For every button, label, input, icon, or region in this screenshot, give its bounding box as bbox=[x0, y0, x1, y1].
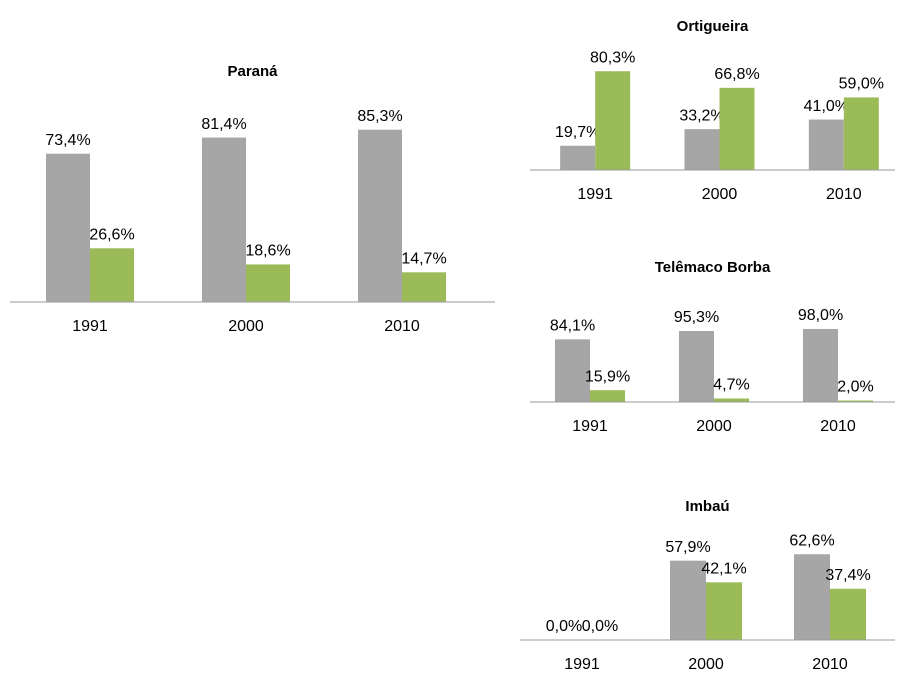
value-label: 42,1% bbox=[701, 561, 746, 578]
x-tick-label: 2010 bbox=[812, 656, 848, 673]
bar bbox=[714, 398, 749, 402]
x-tick-label: 2000 bbox=[228, 318, 264, 335]
x-tick-label: 2000 bbox=[696, 418, 732, 435]
value-label: 84,1% bbox=[550, 318, 595, 335]
bar bbox=[595, 71, 631, 170]
value-label: 4,7% bbox=[713, 377, 749, 394]
value-label: 0,0% bbox=[546, 618, 582, 635]
value-label: 19,7% bbox=[555, 124, 600, 141]
bar bbox=[590, 390, 625, 402]
value-label: 95,3% bbox=[674, 309, 719, 326]
bar bbox=[684, 129, 720, 170]
bar bbox=[843, 97, 879, 170]
value-label: 26,6% bbox=[89, 226, 134, 243]
value-label: 41,0% bbox=[804, 98, 849, 115]
x-tick-label: 1991 bbox=[564, 656, 600, 673]
value-label: 2,0% bbox=[837, 379, 873, 396]
bar bbox=[838, 400, 873, 402]
bar bbox=[670, 560, 706, 640]
bar bbox=[202, 137, 246, 302]
bar bbox=[90, 248, 134, 302]
bar bbox=[555, 339, 590, 402]
bar bbox=[803, 328, 838, 402]
value-label: 15,9% bbox=[585, 368, 630, 385]
x-tick-label: 1991 bbox=[572, 418, 608, 435]
value-label: 18,6% bbox=[245, 243, 290, 260]
value-label: 66,8% bbox=[714, 66, 759, 83]
value-label: 33,2% bbox=[679, 107, 724, 124]
bar bbox=[560, 145, 596, 170]
bar bbox=[830, 588, 866, 640]
x-tick-label: 1991 bbox=[577, 186, 613, 203]
x-tick-label: 2000 bbox=[688, 656, 724, 673]
value-label: 81,4% bbox=[201, 116, 246, 133]
bar bbox=[794, 554, 830, 640]
chart-title: Ortigueira bbox=[677, 18, 749, 35]
value-label: 62,6% bbox=[789, 532, 834, 549]
value-label: 57,9% bbox=[665, 539, 710, 556]
bar bbox=[46, 153, 90, 302]
value-label: 14,7% bbox=[401, 251, 446, 268]
value-label: 0,0% bbox=[582, 618, 618, 635]
bar bbox=[706, 582, 742, 640]
x-tick-label: 2000 bbox=[702, 186, 738, 203]
value-label: 98,0% bbox=[798, 307, 843, 324]
value-label: 85,3% bbox=[357, 108, 402, 125]
chart-title: Paraná bbox=[227, 63, 278, 80]
bar bbox=[402, 272, 446, 302]
bar bbox=[719, 87, 755, 170]
chart-title: Telêmaco Borba bbox=[655, 259, 771, 276]
bar bbox=[246, 264, 290, 302]
bar bbox=[679, 331, 714, 402]
x-tick-label: 2010 bbox=[820, 418, 856, 435]
bar bbox=[358, 129, 402, 302]
value-label: 59,0% bbox=[839, 76, 884, 93]
x-tick-label: 1991 bbox=[72, 318, 108, 335]
value-label: 37,4% bbox=[825, 567, 870, 584]
value-label: 80,3% bbox=[590, 49, 635, 66]
value-label: 73,4% bbox=[45, 132, 90, 149]
chart-title: Imbaú bbox=[685, 498, 729, 515]
x-tick-label: 2010 bbox=[826, 186, 862, 203]
bar bbox=[808, 119, 844, 170]
x-tick-label: 2010 bbox=[384, 318, 420, 335]
